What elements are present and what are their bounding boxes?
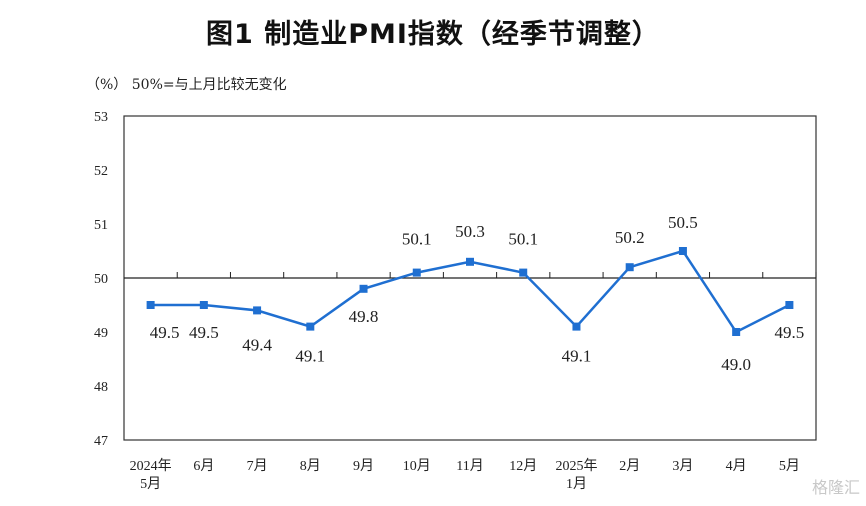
y-tick-label: 48 [94,380,108,395]
x-tick-label: 12月 [509,458,537,474]
x-tick-label: 6月 [193,458,214,474]
data-point-marker [572,322,581,331]
data-label: 50.1 [508,230,538,249]
data-label: 49.4 [242,335,272,354]
x-tick-label: 4月 [726,458,747,474]
y-tick-label: 47 [94,434,108,449]
data-point-marker [253,306,262,315]
x-tick-label: 8月 [300,458,321,474]
data-label: 49.5 [150,323,180,342]
data-point-marker [519,268,528,277]
data-label: 49.0 [721,355,751,374]
data-label: 49.1 [562,347,592,366]
data-point-marker [732,328,741,336]
data-point-marker [306,322,315,331]
x-tick-label: 7月 [247,458,268,474]
x-tick-label: 2月 [619,458,640,474]
data-label: 49.5 [775,323,805,342]
data-point-marker [199,301,208,309]
x-tick-label: 2024年 [130,458,172,474]
data-label: 49.8 [349,307,379,326]
data-label: 50.5 [668,213,698,232]
note-text: 50%=与上月比较无变化 [131,77,287,93]
data-label: 50.3 [455,222,485,241]
y-tick-label: 50 [94,272,108,287]
data-point-marker [678,247,687,255]
x-tick-label: 5月 [779,458,800,474]
data-point-marker [466,257,474,266]
x-tick-label: 10月 [403,458,431,474]
data-label: 49.5 [189,323,219,342]
data-point-marker [146,301,155,309]
watermark-logo: 格隆汇 [811,478,860,497]
chart-note: （%） 50%=与上月比较无变化 [86,74,287,94]
data-label: 50.2 [615,228,645,247]
x-tick-label: 3月 [672,458,693,474]
y-tick-label: 49 [94,326,108,341]
y-tick-label: 53 [94,110,108,125]
y-unit-label: （%） [86,77,128,93]
data-label: 49.1 [295,347,325,366]
x-tick-label: 2025年 [555,458,597,474]
chart-title: 图1 制造业PMI指数（经季节调整） [206,19,660,50]
data-point-marker [625,263,634,272]
y-tick-label: 51 [94,218,108,233]
x-tick-label: 5月 [140,476,161,492]
data-point-marker [359,284,368,293]
data-point-marker [785,301,794,309]
data-point-marker [412,268,421,277]
y-tick-label: 52 [94,164,108,179]
data-label: 50.1 [402,230,432,249]
x-tick-label: 1月 [566,476,587,492]
x-tick-label: 9月 [353,458,374,474]
x-tick-label: 11月 [456,458,483,474]
